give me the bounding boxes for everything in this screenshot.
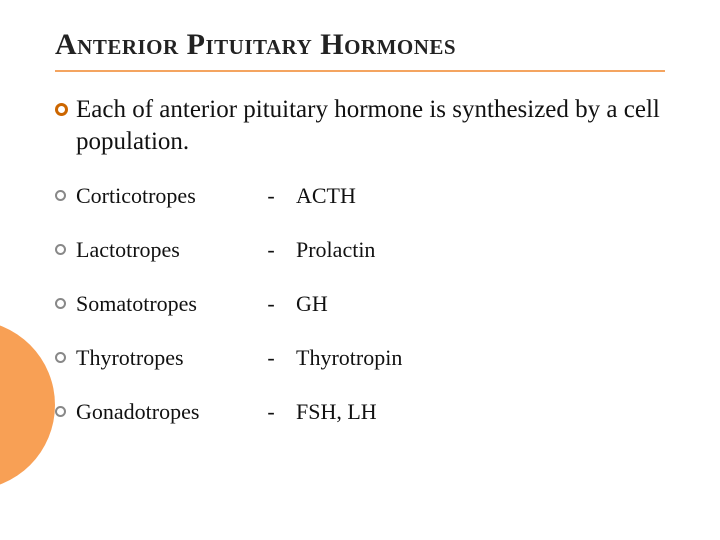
cell-type-label: Lactotropes [76,237,246,263]
dash-separator: - [246,183,296,209]
bullet-icon [55,298,66,309]
title-underline [55,70,665,72]
slide-container: Anterior Pituitary Hormones Each of ante… [0,0,720,540]
slide-title: Anterior Pituitary Hormones [55,28,665,62]
intro-row: Each of anterior pituitary hormone is sy… [55,94,665,159]
dash-separator: - [246,399,296,425]
cell-type-label: Gonadotropes [76,399,246,425]
cell-type-label: Corticotropes [76,183,246,209]
hormone-label: Prolactin [296,237,665,263]
cell-type-label: Thyrotropes [76,345,246,371]
bullet-icon [55,190,66,201]
decorative-circle [0,320,55,490]
hormone-label: GH [296,291,665,317]
list-item: Gonadotropes - FSH, LH [55,399,665,425]
dash-separator: - [246,291,296,317]
hormone-label: ACTH [296,183,665,209]
bullet-icon [55,406,66,417]
hormone-label: FSH, LH [296,399,665,425]
list-item: Lactotropes - Prolactin [55,237,665,263]
cell-type-label: Somatotropes [76,291,246,317]
dash-separator: - [246,345,296,371]
bullet-icon [55,352,66,363]
intro-text: Each of anterior pituitary hormone is sy… [76,94,665,159]
list-item: Thyrotropes - Thyrotropin [55,345,665,371]
hormone-label: Thyrotropin [296,345,665,371]
list-item: Somatotropes - GH [55,291,665,317]
bullet-icon [55,103,68,116]
bullet-icon [55,244,66,255]
list-item: Corticotropes - ACTH [55,183,665,209]
dash-separator: - [246,237,296,263]
